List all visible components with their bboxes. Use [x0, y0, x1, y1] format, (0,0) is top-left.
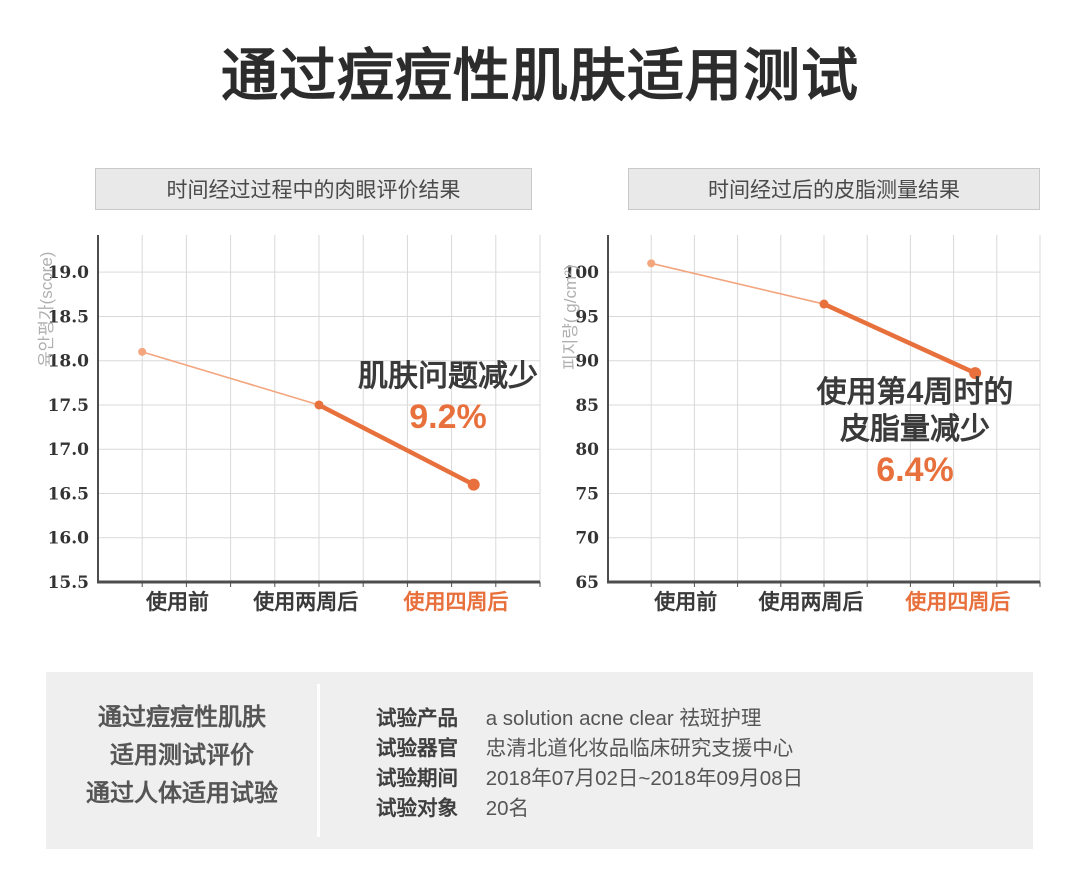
- data-point: [138, 347, 147, 356]
- y-tick-label: 65: [575, 573, 599, 593]
- row-value: a solution acne clear 祛斑护理: [485, 707, 762, 730]
- y-tick-label: 95: [575, 307, 599, 327]
- category-label: 使用两周后: [758, 590, 864, 614]
- test-info-row: 试验器官 忠清北道化妆品临床研究支援中心: [376, 734, 803, 764]
- test-info-list: 试验产品 a solution acne clear 祛斑护理 试验器官 忠清北…: [376, 704, 803, 824]
- y-tick-label: 75: [575, 484, 599, 504]
- y-tick-label: 90: [575, 352, 599, 372]
- y-tick-label: 17.0: [48, 440, 90, 460]
- row-value: 20名: [485, 797, 530, 820]
- summary-title-line: 通过痘痘性肌肤: [98, 704, 266, 731]
- y-tick-label: 85: [575, 396, 599, 416]
- y-tick-label: 18.5: [48, 307, 89, 327]
- left-chart-annotation: 肌肤问题减少 9.2%: [338, 358, 558, 437]
- row-label: 试验期间: [376, 767, 458, 790]
- category-label: 使用前: [145, 590, 209, 614]
- y-tick-label: 100: [564, 263, 600, 283]
- data-point: [647, 259, 656, 268]
- line-segment-bold: [316, 402, 476, 487]
- test-info-row: 试验产品 a solution acne clear 祛斑护理: [376, 704, 803, 734]
- page-title: 通过痘痘性肌肤适用测试: [221, 44, 859, 108]
- category-label: 使用两周后: [252, 590, 358, 614]
- data-point: [969, 367, 982, 380]
- category-label: 使用前: [653, 590, 717, 614]
- annotation-value: 6.4%: [876, 451, 954, 489]
- y-tick-label: 17.5: [48, 396, 89, 416]
- summary-title-line: 适用测试评价: [110, 742, 254, 769]
- left-chart-header: 时间经过过程中的肉眼评价结果: [95, 168, 532, 210]
- test-info-row: 试验期间 2018年07月02日~2018年09月08日: [376, 764, 803, 794]
- y-tick-label: 15.5: [48, 573, 89, 593]
- sebum-measurement-chart: 100 95 90 85 80 75 70 65 使用前 使用两周后 使用四周后 피지량( g/cm²…: [562, 235, 1041, 614]
- data-point: [314, 400, 324, 410]
- test-summary-panel: 通过痘痘性肌肤 适用测试评价 通过人体适用试验 试验产品 a solution …: [46, 672, 1033, 849]
- row-label: 试验产品: [376, 707, 458, 730]
- annotation-text: 肌肤问题减少: [358, 360, 538, 393]
- line-segment-light: [141, 351, 320, 406]
- row-label: 试验器官: [376, 737, 458, 760]
- data-point: [819, 299, 829, 309]
- test-summary-title: 通过痘痘性肌肤 适用测试评价 通过人体适用试验: [46, 699, 318, 813]
- line-segment-bold: [821, 301, 978, 376]
- annotation-text: 皮脂量减少: [840, 413, 990, 446]
- y-tick-label: 70: [575, 529, 599, 549]
- row-label: 试验对象: [376, 797, 458, 820]
- visual-evaluation-chart: 19.0 18.5 18.0 17.5 17.0 16.5 16.0 15.5 使用前 使用两周后…: [37, 235, 541, 614]
- line-segment-light: [651, 262, 825, 305]
- row-value: 2018年07月02日~2018年09月08日: [485, 767, 804, 790]
- data-point: [467, 478, 480, 491]
- right-chart-header: 时间经过后的皮脂测量结果: [628, 168, 1040, 210]
- y-axis-title: 피지량( g/cm²): [562, 265, 580, 370]
- annotation-value: 9.2%: [409, 398, 487, 436]
- category-label: 使用四周后: [904, 590, 1010, 614]
- y-tick-label: 16.0: [48, 529, 90, 549]
- y-tick-label: 18.0: [48, 352, 90, 372]
- category-label: 使用四周后: [403, 590, 509, 614]
- y-tick-label: 16.5: [48, 484, 89, 504]
- divider: [317, 684, 320, 837]
- y-axis-title: 육안평가(score): [37, 252, 56, 367]
- summary-title-line: 通过人体适用试验: [86, 780, 278, 807]
- test-info-row: 试验对象 20名: [376, 794, 803, 824]
- y-tick-label: 80: [575, 440, 599, 460]
- row-value: 忠清北道化妆品临床研究支援中心: [485, 737, 794, 760]
- y-tick-label: 19.0: [48, 263, 90, 283]
- annotation-text: 使用第4周时的: [816, 376, 1014, 409]
- right-chart-annotation: 使用第4周时的 皮脂量减少 6.4%: [795, 374, 1035, 490]
